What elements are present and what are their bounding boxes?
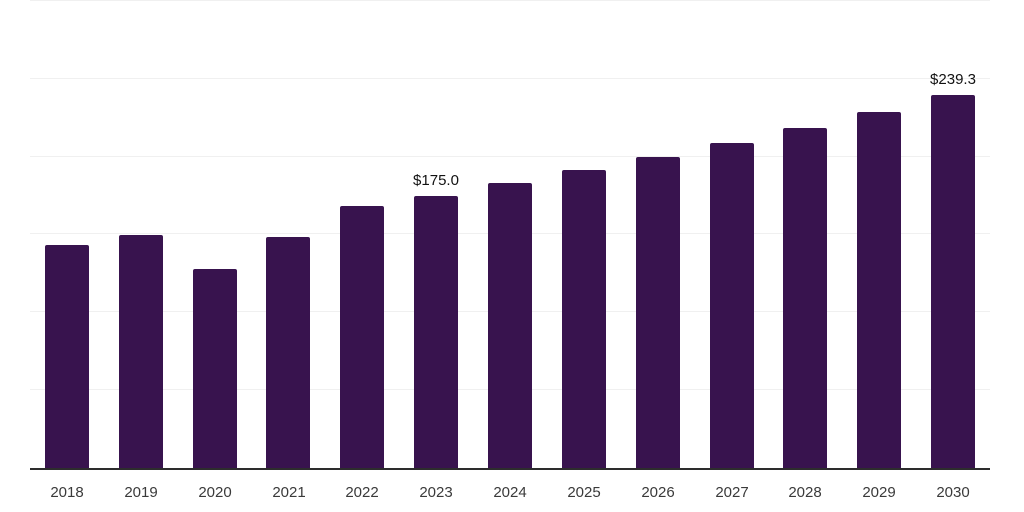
gridline-300 <box>30 0 990 1</box>
x-tick-2025: 2025 <box>567 484 601 501</box>
x-tick-2023: 2023 <box>419 484 453 501</box>
x-axis-line <box>30 468 990 470</box>
x-tick-2026: 2026 <box>641 484 675 501</box>
x-tick-2022: 2022 <box>345 484 379 501</box>
x-tick-2030: 2030 <box>936 484 970 501</box>
bar-2026 <box>636 157 680 468</box>
bar-2025 <box>562 170 606 468</box>
bar-2020 <box>193 269 237 468</box>
gridline-250 <box>30 78 990 79</box>
value-label-2023: $175.0 <box>413 172 459 189</box>
x-tick-2027: 2027 <box>715 484 749 501</box>
value-label-2030: $239.3 <box>930 71 976 88</box>
x-tick-2018: 2018 <box>50 484 84 501</box>
x-tick-2024: 2024 <box>493 484 527 501</box>
bar-2028 <box>783 128 827 468</box>
x-tick-2028: 2028 <box>788 484 822 501</box>
x-tick-2029: 2029 <box>862 484 896 501</box>
bar-2030 <box>931 95 975 468</box>
x-tick-2021: 2021 <box>272 484 306 501</box>
bar-2019 <box>119 235 163 468</box>
x-tick-2020: 2020 <box>198 484 232 501</box>
x-tick-2019: 2019 <box>124 484 158 501</box>
plot-area: $175.0 $239.3 <box>30 0 990 468</box>
bar-2022 <box>340 206 384 468</box>
gridline-200 <box>30 156 990 157</box>
bar-2023 <box>414 196 458 468</box>
bar-2029 <box>857 112 901 468</box>
bar-2024 <box>488 183 532 468</box>
bar-2027 <box>710 143 754 468</box>
x-axis-tick-labels: 2018 2019 2020 2021 2022 2023 2024 2025 2026 2027… <box>30 483 990 505</box>
bar-2018 <box>45 245 89 468</box>
bar-2021 <box>266 237 310 468</box>
